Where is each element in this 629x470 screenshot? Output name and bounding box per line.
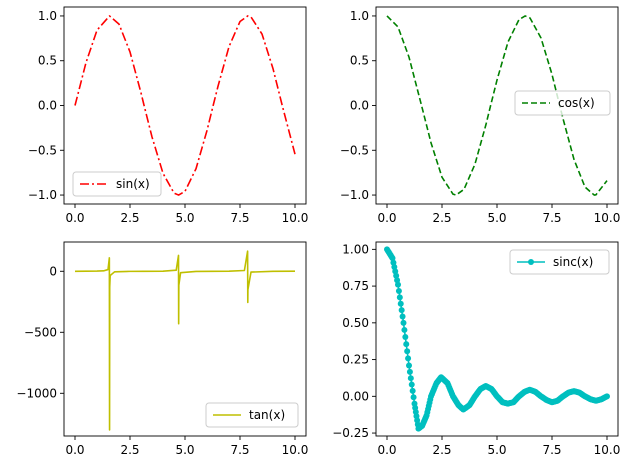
legend: sin(x) (72, 171, 162, 197)
data-point (400, 319, 407, 326)
legend-label: cos(x) (558, 96, 595, 110)
subplot-cos: 0.0 2.5 5.0 7.5 10.0 −1.0 −0.5 0.0 0.5 1.0 cos(x) (340, 6, 621, 225)
x-tick-label: 5.0 (175, 443, 194, 457)
data-point (604, 393, 610, 400)
x-tick-label: 0.0 (377, 443, 396, 457)
data-point (403, 341, 410, 348)
y-tick-label: −0.5 (28, 143, 57, 157)
legend: tan(x) (205, 402, 299, 428)
x-tick-label: 10.0 (594, 443, 621, 457)
x-tick-label: 0.0 (65, 443, 84, 457)
legend: cos(x) (514, 90, 611, 116)
y-tick-label: 0.0 (350, 99, 369, 113)
x-tick-label: 10.0 (282, 443, 309, 457)
data-point (402, 334, 409, 341)
x-tick-label: 2.5 (432, 211, 451, 225)
x-tick-label: 0.0 (65, 211, 84, 225)
x-tick-label: 7.5 (230, 443, 249, 457)
x-tick-label: 7.5 (542, 443, 561, 457)
data-point (401, 326, 408, 333)
data-point (406, 362, 412, 369)
data-point (406, 368, 413, 375)
y-tick-label: 0.75 (342, 279, 369, 293)
x-tick-label: 7.5 (542, 211, 561, 225)
data-point (395, 281, 401, 288)
y-tick-label: 0.00 (342, 389, 369, 403)
legend-box (514, 90, 611, 116)
y-tick-label: −0.5 (340, 143, 369, 157)
subplot-sin: 0.0 2.5 5.0 7.5 10.0 −1.0 −0.5 0.0 0.5 1.0 sin(x) (28, 6, 309, 225)
x-tick-label: 2.5 (120, 211, 139, 225)
legend-label: sin(x) (116, 177, 150, 191)
data-point (409, 387, 416, 394)
x-tick-label: 10.0 (282, 211, 309, 225)
y-tick-label: −1.0 (340, 188, 369, 202)
y-tick-label: 1.00 (342, 242, 369, 256)
data-point (407, 375, 414, 382)
data-point (396, 294, 403, 301)
y-tick-label: 0.5 (350, 54, 369, 68)
data-point (399, 313, 406, 320)
series-markers-sinc (384, 246, 610, 432)
legend-box (205, 402, 299, 428)
series-line-sin (74, 15, 296, 196)
y-tick-label: −1000 (16, 386, 57, 400)
x-tick-label: 2.5 (432, 443, 451, 457)
x-tick-label: 5.0 (487, 443, 506, 457)
y-tick-label: −500 (24, 325, 57, 339)
subplot-tan: 0.0 2.5 5.0 7.5 10.0 −1000 −500 0 tan(x) (16, 241, 309, 457)
legend-label: sinc(x) (553, 255, 593, 269)
x-tick-label: 5.0 (487, 211, 506, 225)
data-point (404, 348, 411, 355)
data-point (405, 355, 412, 362)
y-tick-label: −0.25 (332, 426, 369, 440)
data-point (410, 394, 417, 401)
y-tick-label: 1.0 (350, 9, 369, 23)
subplot-sinc: 0.0 2.5 5.0 7.5 10.0 −0.25 0.00 0.25 0.50 0.75 1.0… (332, 241, 621, 457)
legend-marker (528, 259, 534, 265)
data-point (395, 287, 402, 294)
x-tick-label: 2.5 (120, 443, 139, 457)
x-tick-label: 0.0 (377, 211, 396, 225)
y-tick-label: 1.0 (38, 9, 57, 23)
y-tick-label: −1.0 (28, 188, 57, 202)
y-tick-label: 0 (49, 264, 57, 278)
legend: sinc(x) (509, 249, 610, 275)
y-tick-label: 0.50 (342, 316, 369, 330)
data-point (398, 307, 405, 314)
x-tick-label: 7.5 (230, 211, 249, 225)
x-tick-label: 5.0 (175, 211, 194, 225)
series-line-tan (74, 250, 296, 431)
legend-box (509, 249, 610, 275)
data-point (408, 381, 415, 388)
y-tick-label: 0.25 (342, 353, 369, 367)
legend-label: tan(x) (249, 408, 285, 422)
data-point (397, 300, 404, 307)
y-tick-label: 0.5 (38, 54, 57, 68)
legend-box (72, 171, 162, 197)
y-tick-label: 0.0 (38, 99, 57, 113)
x-tick-label: 10.0 (594, 211, 621, 225)
